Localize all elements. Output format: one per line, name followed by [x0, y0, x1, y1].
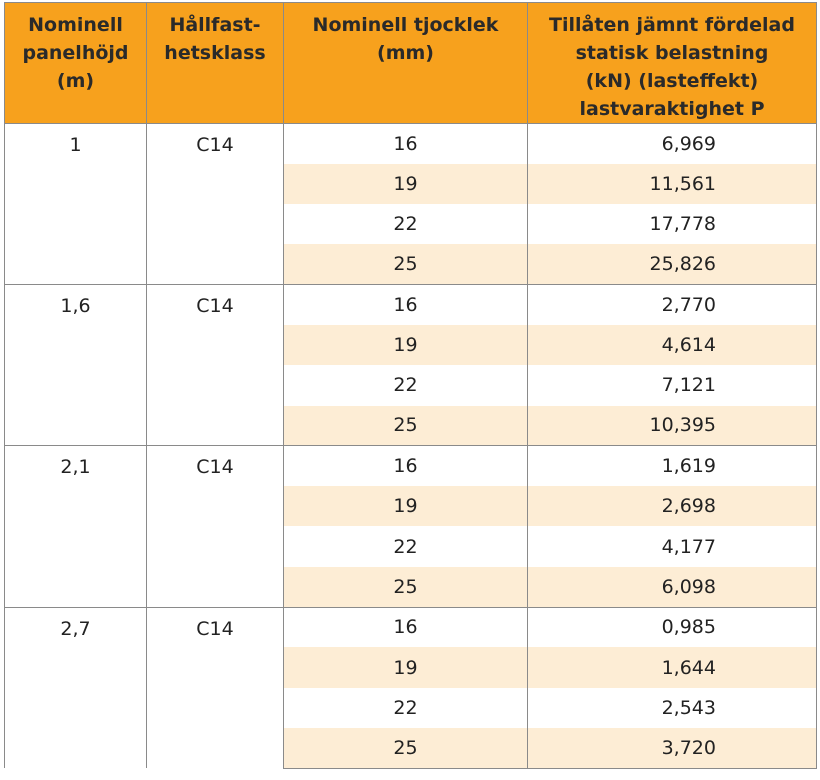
table-row: 2,7 C14 16 0,985: [4, 606, 817, 769]
load-cell: 0,985: [527, 606, 817, 648]
thickness-cell: 22: [283, 204, 528, 245]
load-cell: 11,561: [527, 163, 817, 205]
header-thickness: Nominell tjocklek (mm): [283, 2, 528, 124]
load-cell: 2,698: [527, 486, 817, 527]
panel-height-cell: 2,1: [4, 445, 147, 608]
load-cell: 1,619: [527, 445, 817, 487]
load-cell: 3,720: [527, 727, 817, 769]
table-row: 19 11,561: [5, 163, 817, 205]
thickness-cell: 25: [283, 727, 528, 769]
load-cell: 4,614: [527, 324, 817, 366]
table-row: 19 4,614: [5, 324, 817, 366]
thickness-cell: 19: [283, 163, 528, 205]
panel-height-cell: 1,6: [4, 284, 147, 446]
table-row: 25 6,098: [5, 566, 817, 608]
table-row: 2,1 C14 16 1,619: [4, 445, 817, 608]
strength-class-cell: C14: [146, 122, 284, 285]
panel-height-cell: 1: [4, 122, 147, 285]
thickness-cell: 25: [283, 244, 528, 286]
thickness-cell: 19: [283, 647, 528, 688]
load-cell: 2,543: [527, 687, 817, 728]
thickness-cell: 25: [283, 405, 528, 447]
header-panel-height: Nominell panelhöjd (m): [4, 2, 147, 124]
thickness-cell: 22: [283, 526, 528, 567]
thickness-cell: 19: [283, 486, 528, 527]
panel-height-cell: 2,7: [4, 606, 147, 769]
table-row: 25 25,826: [5, 244, 817, 286]
load-cell: 7,121: [527, 365, 817, 406]
load-cell: 6,098: [527, 566, 817, 608]
header-strength-class: Hållfast- hetsklass: [146, 2, 284, 124]
load-cell: 17,778: [527, 204, 817, 245]
table-row: 22 17,778: [5, 204, 817, 245]
load-cell: 2,770: [527, 284, 817, 325]
thickness-cell: 25: [283, 566, 528, 608]
thickness-cell: 16: [283, 122, 528, 164]
table-row: 22 7,121: [5, 365, 817, 406]
table-row: 22 4,177: [5, 526, 817, 567]
thickness-cell: 16: [283, 284, 528, 325]
thickness-cell: 22: [283, 687, 528, 728]
load-cell: 4,177: [527, 526, 817, 567]
table-row: 1 C14 16 6,969: [4, 122, 817, 285]
header-allowed-load: Tillåten jämnt fördelad statisk belastni…: [527, 2, 817, 124]
table-row: 19 2,698: [5, 486, 817, 527]
table-row: 22 2,543: [5, 687, 817, 728]
header-row: Nominell panelhöjd (m) Hållfast- hetskla…: [4, 2, 817, 124]
thickness-cell: 22: [283, 365, 528, 406]
thickness-cell: 19: [283, 324, 528, 366]
table-row: 1,6 C14 16 2,770: [4, 284, 817, 446]
load-cell: 10,395: [527, 405, 817, 447]
strength-class-cell: C14: [146, 606, 284, 769]
table-row: 19 1,644: [5, 647, 817, 688]
load-cell: 6,969: [527, 122, 817, 164]
thickness-cell: 16: [283, 606, 528, 648]
strength-class-cell: C14: [146, 445, 284, 608]
load-table: Nominell panelhöjd (m) Hållfast- hetskla…: [4, 2, 817, 769]
strength-class-cell: C14: [146, 284, 284, 446]
load-cell: 1,644: [527, 647, 817, 688]
table-row: 25 3,720: [5, 727, 817, 769]
load-cell: 25,826: [527, 244, 817, 286]
thickness-cell: 16: [283, 445, 528, 487]
